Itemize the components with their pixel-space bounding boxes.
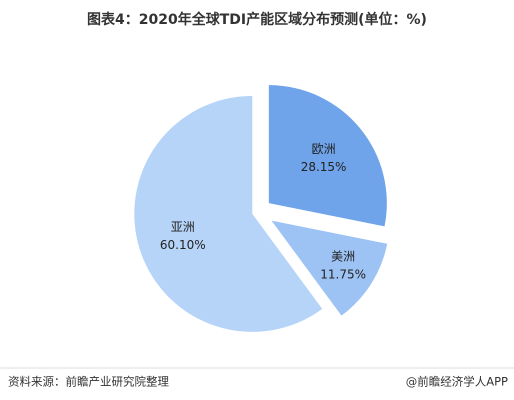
pie-slice [268, 85, 387, 227]
slice-label: 欧洲 [312, 142, 336, 156]
pie-slice [134, 95, 323, 332]
pie-slice [271, 220, 388, 316]
slice-label: 美洲 [331, 250, 355, 264]
chart-title: 图表4：2020年全球TDI产能区域分布预测(单位：%) [87, 11, 427, 28]
slice-label: 亚洲 [171, 220, 195, 234]
credit: @前瞻经济学人APP [406, 375, 508, 389]
value-label: 11.75% [320, 268, 366, 282]
value-label: 28.15% [301, 160, 347, 174]
value-label: 60.10% [160, 238, 206, 252]
source: 资料来源：前瞻产业研究院整理 [8, 375, 169, 389]
